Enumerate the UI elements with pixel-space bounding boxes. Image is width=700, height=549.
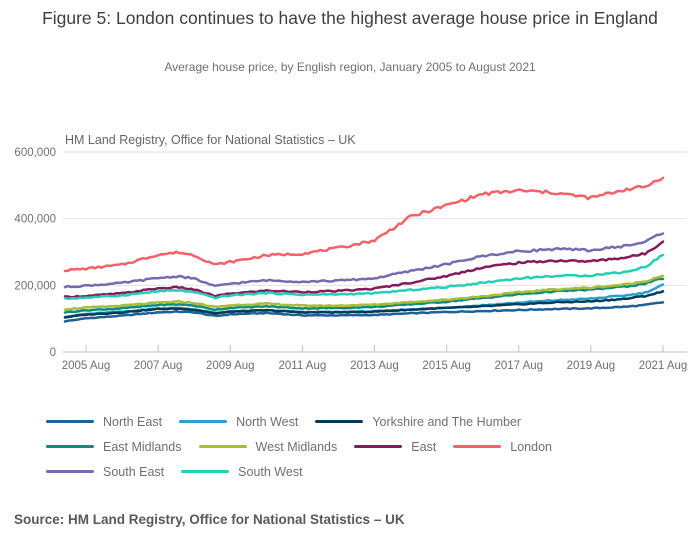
series-line-yorkshire-and-the-humber[interactable] xyxy=(63,290,665,319)
series-line-west-midlands[interactable] xyxy=(63,274,665,311)
legend-row: North East North West Yorkshire and The Hu… xyxy=(46,409,686,434)
legend-swatch xyxy=(354,444,403,449)
chart-title: Figure 5: London continues to have the h… xyxy=(42,8,658,28)
legend-label: London xyxy=(510,439,552,454)
legend-swatch xyxy=(198,444,247,449)
legend-label: South West xyxy=(238,464,303,479)
legend-item-yorkshire-and-the-humber[interactable]: Yorkshire and The Humber xyxy=(315,415,521,429)
x-tick-label: 2011 Aug xyxy=(279,360,327,372)
series-line-north-east[interactable] xyxy=(63,301,665,323)
y-tick-label: 600,000 xyxy=(14,147,56,159)
legend-item-north-west[interactable]: North West xyxy=(179,415,298,429)
series-line-south-west[interactable] xyxy=(63,253,665,301)
series-line-east[interactable] xyxy=(63,240,665,299)
y-tick-label: 0 xyxy=(50,347,56,359)
x-tick-label: 2015 Aug xyxy=(422,360,471,372)
chart-subtitle: Average house price, by English region, … xyxy=(164,60,536,74)
legend-swatch xyxy=(46,444,94,449)
y-tick-label: 400,000 xyxy=(14,214,56,226)
legend-row: South East South West xyxy=(46,459,686,484)
legend-row: East Midlands West Midlands East London xyxy=(46,434,686,459)
legend-swatch xyxy=(179,419,228,424)
y-tick-label: 200,000 xyxy=(14,280,56,292)
legend-label: West Midlands xyxy=(255,439,338,454)
legend-item-south-east[interactable]: South East xyxy=(46,465,164,479)
legend-item-east-midlands[interactable]: East Midlands xyxy=(46,440,182,454)
series-line-london[interactable] xyxy=(63,176,665,273)
source-text: Source: HM Land Registry, Office for Nat… xyxy=(14,512,405,527)
line-chart-plot-area: 0 200,000 400,000 600,000 2005 Aug 2007 Aug 20… xyxy=(14,147,688,372)
legend-item-london[interactable]: London xyxy=(453,440,552,454)
legend-label: North East xyxy=(103,414,163,429)
legend-swatch xyxy=(453,444,502,449)
legend-label: Yorkshire and The Humber xyxy=(372,414,522,429)
x-tick-label: 2021 Aug xyxy=(639,360,688,372)
legend-label: East Midlands xyxy=(103,439,182,454)
legend-swatch xyxy=(181,469,230,474)
series-line-south-east[interactable] xyxy=(63,232,665,289)
legend-label: South East xyxy=(103,464,165,479)
legend-label: North West xyxy=(236,414,299,429)
legend-item-west-midlands[interactable]: West Midlands xyxy=(198,439,338,454)
chart-source-note: HM Land Registry, Office for National St… xyxy=(65,133,356,147)
legend-swatch xyxy=(46,419,94,424)
legend-item-north-east[interactable]: North East xyxy=(46,415,162,429)
x-tick-label: 2019 Aug xyxy=(567,360,616,372)
x-tick-label: 2007 Aug xyxy=(134,360,183,372)
legend-label: East xyxy=(411,439,437,454)
x-tick-label: 2009 Aug xyxy=(206,360,255,372)
legend-item-south-west[interactable]: South West xyxy=(181,464,303,479)
x-tick-label: 2017 Aug xyxy=(494,360,543,372)
x-tick-label: 2005 Aug xyxy=(62,360,111,372)
series-line-east-midlands[interactable] xyxy=(63,277,665,314)
chart-legend: North East North West Yorkshire and The Hu… xyxy=(46,409,686,484)
legend-swatch xyxy=(46,469,94,474)
legend-swatch xyxy=(315,419,364,424)
x-tick-label: 2013 Aug xyxy=(350,360,399,372)
legend-item-east[interactable]: East xyxy=(354,440,436,454)
